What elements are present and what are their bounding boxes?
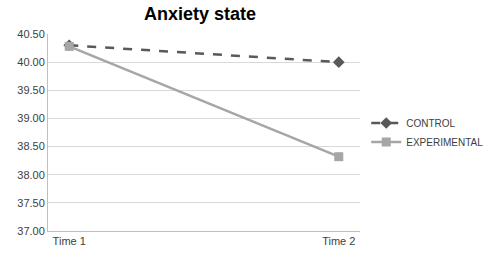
- svg-text:40.50: 40.50: [17, 28, 45, 40]
- svg-text:Time 2: Time 2: [322, 235, 355, 247]
- svg-text:39.00: 39.00: [17, 112, 45, 124]
- svg-text:Time 1: Time 1: [53, 235, 86, 247]
- svg-text:40.00: 40.00: [17, 56, 45, 68]
- svg-text:37.50: 37.50: [17, 197, 45, 209]
- svg-text:38.00: 38.00: [17, 169, 45, 181]
- svg-text:37.00: 37.00: [17, 225, 45, 237]
- svg-text:EXPERIMENTAL: EXPERIMENTAL: [406, 137, 483, 148]
- svg-text:39.50: 39.50: [17, 84, 45, 96]
- svg-text:38.50: 38.50: [17, 140, 45, 152]
- svg-text:Anxiety state: Anxiety state: [144, 4, 256, 24]
- svg-text:CONTROL: CONTROL: [406, 118, 455, 129]
